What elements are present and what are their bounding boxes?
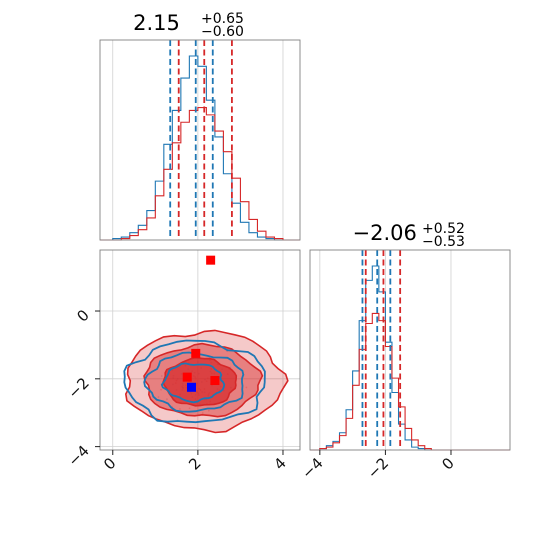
joint-xtick-label-0: 0: [100, 454, 119, 473]
joint-ytick-label-0: 0: [73, 306, 92, 325]
joint-blue-contour-1: [143, 351, 245, 413]
joint-panel: 0 2 4 0 −2 −4: [64, 249, 301, 474]
joint-marker-red-0: [206, 255, 216, 265]
hist1-hist-red: [310, 312, 510, 451]
title-1-value: −2.06: [353, 221, 417, 245]
joint-frame: [99, 249, 301, 451]
joint-marker-red-1: [191, 348, 201, 358]
title-1-lower: −0.53: [422, 234, 465, 250]
hist1-xtick-label-0: −4: [298, 454, 326, 482]
joint-ytick-label-1: −2: [64, 374, 92, 402]
hist1-background: [310, 250, 510, 450]
joint-ytick-label-2: −4: [64, 442, 92, 470]
hist-panel-param-0: [99, 39, 301, 241]
joint-xtick-label-1: 2: [185, 454, 204, 473]
hist1-xtick-label-2: 0: [438, 454, 457, 473]
joint-blue-contour-0: [123, 339, 266, 424]
joint-sample-point: [166, 398, 168, 401]
joint-blue-contour-2: [160, 362, 226, 404]
title-0-lower: −0.60: [201, 24, 244, 40]
joint-marker-red-3: [210, 376, 220, 386]
hist0-hist-red: [100, 106, 300, 241]
joint-sample-point: [179, 408, 181, 410]
title-1-upper: +0.52: [422, 221, 465, 237]
joint-sample-point: [245, 386, 248, 389]
joint-sample-point: [207, 409, 210, 412]
joint-sample-point: [160, 375, 163, 377]
joint-sample-point: [157, 396, 160, 398]
joint-xtick-label-2: 4: [270, 454, 289, 473]
hist1-frame: [309, 249, 511, 451]
title-0-value: 2.15: [133, 11, 180, 35]
hist0-background: [100, 40, 300, 240]
hist1-hist-blue: [310, 265, 510, 451]
title-param-1: −2.06 +0.52 −0.53: [353, 218, 470, 250]
hist0-frame: [99, 39, 301, 241]
joint-sample-point: [160, 388, 162, 391]
hist-panel-param-1: −4 −2 0: [298, 249, 511, 482]
joint-marker-blue: [186, 382, 196, 392]
hist1-xtick-label-1: −2: [364, 454, 392, 482]
title-param-0: 2.15 +0.65 −0.60: [133, 8, 249, 40]
joint-sample-point: [188, 407, 191, 410]
title-0-upper: +0.65: [201, 11, 244, 27]
joint-marker-red-2: [182, 372, 192, 382]
joint-sample-point: [201, 412, 204, 414]
